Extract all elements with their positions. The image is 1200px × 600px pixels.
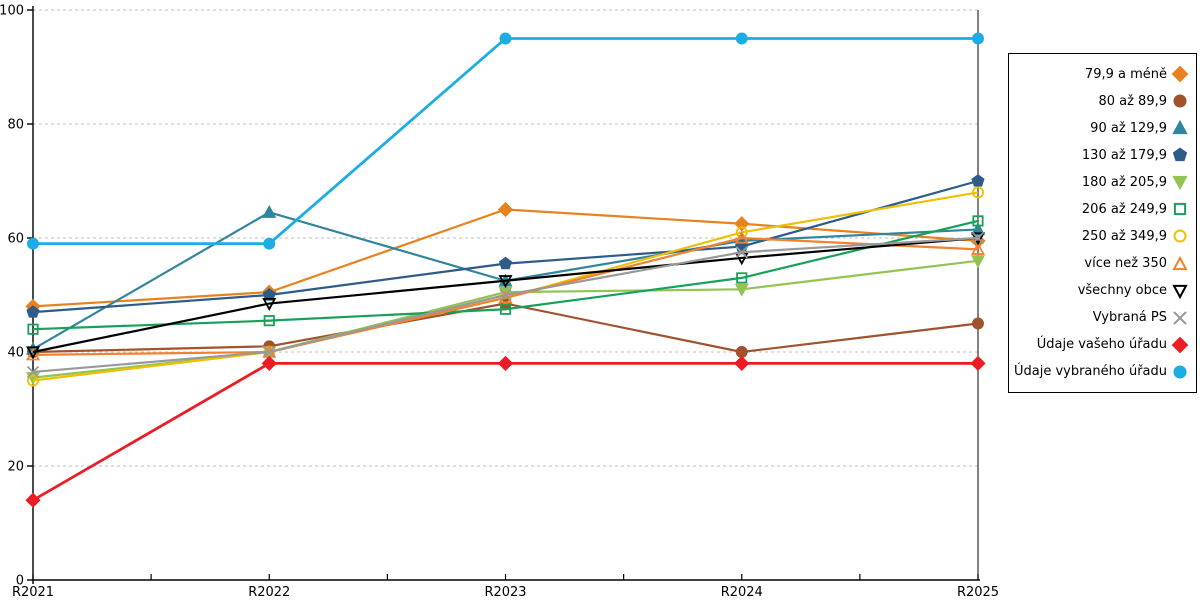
- legend-label: více než 350: [1084, 256, 1167, 272]
- legend-label: všechny obce: [1077, 283, 1167, 299]
- legend-marker-icon: [1171, 65, 1189, 83]
- svg-text:R2022: R2022: [248, 585, 290, 600]
- legend-label: Údaje vašeho úřadu: [1036, 337, 1167, 353]
- legend-item: všechny obce: [1015, 282, 1189, 300]
- legend-label: 90 až 129,9: [1090, 120, 1167, 136]
- svg-text:40: 40: [7, 346, 24, 361]
- legend-item: Údaje vybraného úřadu: [1013, 363, 1189, 381]
- svg-text:20: 20: [7, 460, 24, 475]
- svg-text:R2025: R2025: [957, 585, 999, 600]
- legend-label: Vybraná PS: [1092, 310, 1167, 326]
- legend-item: 80 až 89,9: [1015, 92, 1189, 110]
- svg-text:R2023: R2023: [484, 585, 526, 600]
- legend-item: 250 až 349,9: [1015, 227, 1189, 245]
- legend-marker-icon: [1172, 176, 1188, 191]
- legend-item: 79,9 a méně: [1015, 65, 1189, 83]
- line-chart-svg: 0 20 40 60 80 100 R2021 R2022 R2023 R2024 R2025: [0, 4, 999, 600]
- legend-marker-icon: [1173, 229, 1187, 243]
- legend-item: 206 až 249,9: [1015, 200, 1189, 218]
- legend-marker-icon: [1172, 120, 1188, 135]
- legend-item: 130 až 179,9: [1015, 146, 1189, 164]
- legend-label: 206 až 249,9: [1081, 201, 1167, 217]
- legend-marker-icon: [1172, 284, 1188, 299]
- legend-label: 180 až 205,9: [1081, 174, 1167, 190]
- svg-text:R2021: R2021: [12, 585, 54, 600]
- svg-text:R2024: R2024: [721, 585, 763, 600]
- legend-marker-icon: [1173, 310, 1187, 325]
- legend-label: Údaje vybraného úřadu: [1013, 364, 1167, 380]
- legend-item: Údaje vašeho úřadu: [1015, 336, 1189, 354]
- legend-marker-icon: [1171, 336, 1189, 354]
- legend-item: Vybraná PS: [1015, 309, 1189, 327]
- legend-label: 250 až 349,9: [1081, 228, 1167, 244]
- legend-marker-icon: [1172, 147, 1188, 162]
- chart-legend: 79,9 a méně 80 až 89,9 90 až 129,9 130 a…: [1008, 53, 1197, 393]
- legend-item: více než 350: [1015, 255, 1189, 273]
- legend-label: 80 až 89,9: [1098, 93, 1167, 109]
- legend-marker-icon: [1172, 255, 1188, 270]
- legend-label: 79,9 a méně: [1084, 66, 1167, 82]
- svg-text:100: 100: [0, 4, 24, 19]
- legend-marker-icon: [1173, 94, 1187, 108]
- legend-item: 90 až 129,9: [1015, 119, 1189, 137]
- legend-marker-icon: [1173, 203, 1187, 216]
- svg-text:60: 60: [7, 232, 24, 247]
- svg-text:80: 80: [7, 118, 24, 133]
- svg-text:0: 0: [16, 574, 24, 589]
- legend-marker-icon: [1173, 365, 1187, 379]
- legend-item: 180 až 205,9: [1015, 173, 1189, 191]
- legend-label: 130 až 179,9: [1081, 147, 1167, 163]
